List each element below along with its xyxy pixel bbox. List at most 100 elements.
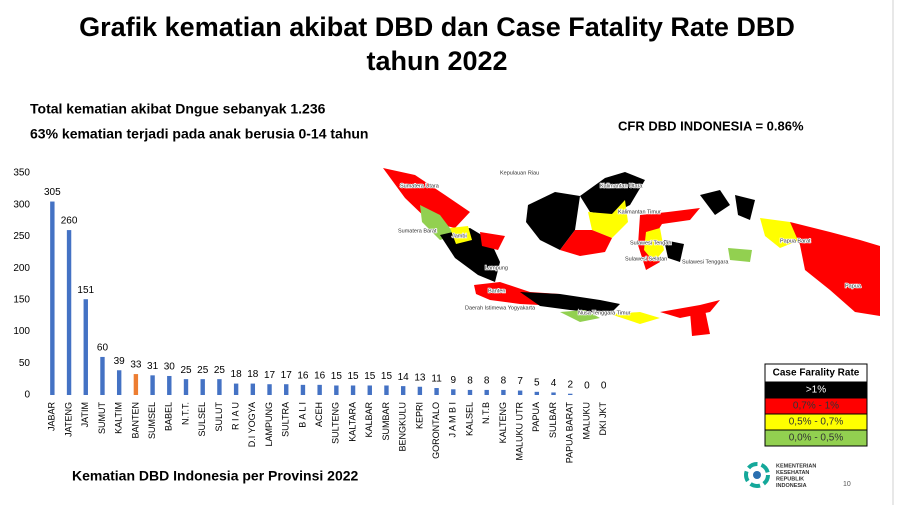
data-label: 151 xyxy=(77,285,94,296)
x-tick-label: JATENG xyxy=(63,402,73,437)
bar xyxy=(417,386,423,395)
bar xyxy=(284,384,289,395)
bar xyxy=(551,392,556,395)
data-label: 18 xyxy=(247,369,259,380)
map-label: Sumatera Barat xyxy=(398,228,437,234)
data-label: 16 xyxy=(297,370,309,381)
bar xyxy=(400,386,406,395)
data-label: 0 xyxy=(601,381,607,392)
map-region xyxy=(560,230,612,256)
x-tick-label: D.I YOGYA xyxy=(247,402,257,447)
map-region xyxy=(450,226,472,244)
map-region xyxy=(420,205,455,240)
logo xyxy=(744,462,770,488)
map-region xyxy=(560,310,600,322)
chart-caption: Kematian DBD Indonesia per Provinsi 2022 xyxy=(72,468,359,484)
map-region xyxy=(790,222,880,316)
x-tick-label: KALTARA xyxy=(347,402,357,442)
legend-label: 0,5% - 0,7% xyxy=(789,417,844,428)
data-label: 305 xyxy=(44,187,61,198)
data-label: 25 xyxy=(180,365,192,376)
x-tick-label: R I A U xyxy=(230,402,240,430)
data-label: 7 xyxy=(517,376,523,387)
bar xyxy=(484,389,489,395)
x-tick-label: SULUT xyxy=(214,402,224,432)
x-tick-label: PAPUA BARAT xyxy=(565,402,575,464)
bar xyxy=(217,379,222,395)
data-label: 25 xyxy=(214,365,226,376)
data-label: 15 xyxy=(381,371,393,382)
x-tick-label: BABEL xyxy=(164,402,174,431)
data-label: 25 xyxy=(197,365,209,376)
map-label: Papua xyxy=(845,283,862,289)
title: Grafik kematian akibat DBD dan Case Fata… xyxy=(79,12,795,42)
map-label: Kalimantan Timur xyxy=(618,209,661,215)
data-label: 8 xyxy=(484,376,490,387)
map-region xyxy=(480,232,505,250)
x-tick-label: KALTIM xyxy=(114,402,124,434)
bar xyxy=(334,385,339,395)
data-label: 15 xyxy=(331,371,343,382)
map-label: Jambi xyxy=(452,233,467,239)
data-label: 11 xyxy=(431,374,442,385)
bar xyxy=(434,388,439,395)
bar xyxy=(133,374,139,395)
data-label: 8 xyxy=(467,376,473,387)
map-region xyxy=(735,195,755,220)
bar xyxy=(267,384,272,395)
map-region xyxy=(644,228,664,262)
data-label: 30 xyxy=(164,362,176,373)
legend-label: 0,7% - 1% xyxy=(793,401,839,412)
x-tick-label: KALSEL xyxy=(464,402,474,436)
x-tick-label: N.T.B xyxy=(481,402,491,424)
bar xyxy=(317,384,322,395)
map-region xyxy=(664,240,684,262)
logo-mark xyxy=(753,471,761,479)
bar xyxy=(200,379,205,395)
data-label: 39 xyxy=(114,356,126,367)
x-tick-label: SUMUT xyxy=(97,402,107,434)
x-tick-label: J A M B I xyxy=(448,402,458,438)
map-label: Nusa Tenggara Timur xyxy=(578,310,631,316)
x-tick-label: N.T.T. xyxy=(180,402,190,425)
title: tahun 2022 xyxy=(366,46,507,76)
y-tick-label: 200 xyxy=(13,263,30,274)
map-region xyxy=(580,172,645,215)
bar xyxy=(100,356,105,395)
map-region xyxy=(610,312,660,324)
x-tick-label: ACEH xyxy=(314,402,324,427)
x-tick-label: SULTRA xyxy=(281,402,291,437)
data-label: 31 xyxy=(147,361,159,372)
logo-mark xyxy=(744,462,770,488)
bar xyxy=(300,384,306,395)
x-tick-label: JABAR xyxy=(47,402,57,432)
logo-text: REPUBLIK xyxy=(776,476,804,482)
map-label: Sulawesi Tenggara xyxy=(682,259,729,265)
y-tick-label: 250 xyxy=(13,231,30,242)
bar xyxy=(83,299,88,395)
x-tick-label: KALTENG xyxy=(498,402,508,443)
map-region xyxy=(520,292,620,314)
bar xyxy=(451,389,456,395)
bar xyxy=(384,385,389,395)
map-region xyxy=(588,200,628,238)
data-label: 14 xyxy=(398,372,410,383)
y-tick-label: 350 xyxy=(13,168,30,179)
y-tick-label: 100 xyxy=(13,326,30,337)
x-tick-label: SUMBAR xyxy=(381,402,391,441)
map-label: Sulawesi Tengah xyxy=(630,240,671,246)
x-tick-label: MALUKU UTR xyxy=(514,402,524,461)
y-tick-label: 300 xyxy=(13,199,30,210)
x-tick-label: KEPRI xyxy=(414,402,424,429)
x-tick-label: MALUKU xyxy=(581,402,591,440)
data-label: 60 xyxy=(97,343,109,354)
map-region xyxy=(526,192,580,250)
map-region xyxy=(700,190,730,215)
bar xyxy=(233,383,239,395)
x-tick-label: BENGKULU xyxy=(398,402,408,452)
logo-text: KESEHATAN xyxy=(776,470,809,476)
x-tick-label: PAPUA xyxy=(531,402,541,432)
bar xyxy=(116,370,122,395)
x-tick-label: SUMSEL xyxy=(147,402,157,439)
x-tick-label: B A L I xyxy=(297,402,307,428)
